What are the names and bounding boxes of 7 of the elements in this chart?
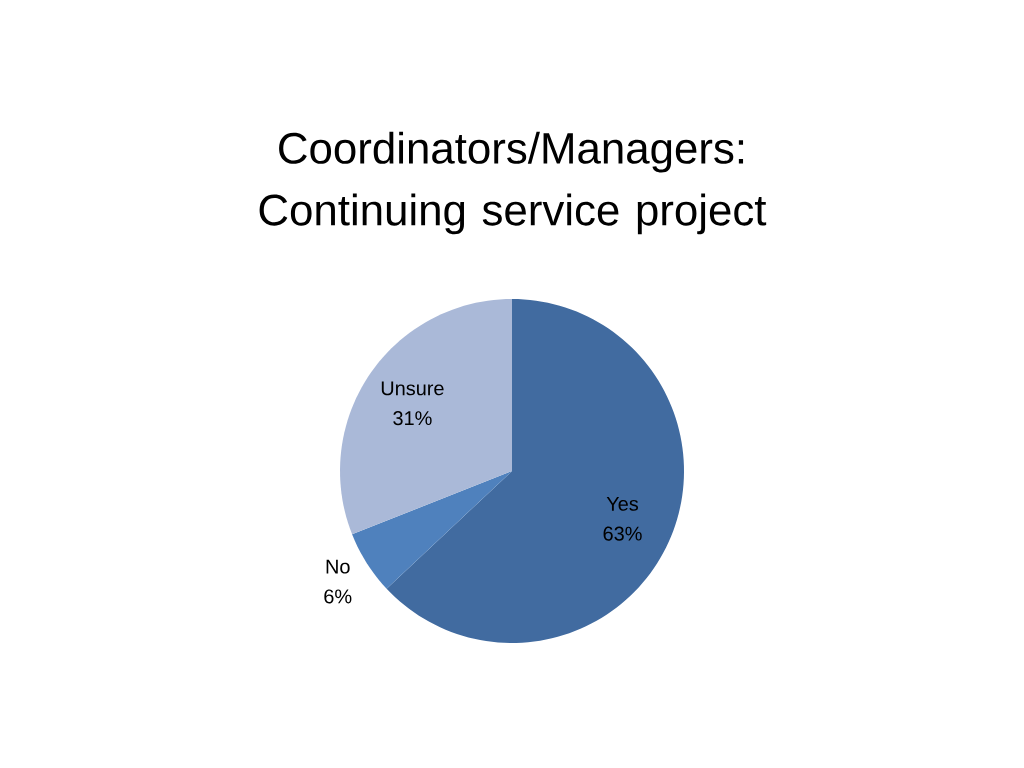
slice-label: Unsure (381, 381, 444, 396)
data-label: 6% (324, 589, 352, 604)
data-label: 31% (393, 411, 432, 426)
slice-label: No (326, 559, 350, 574)
chart-title: Coordinators/Managers: Continuing service project (259, 131, 767, 235)
data-label: 63% (603, 526, 642, 541)
slice-label: Yes (606, 496, 639, 511)
